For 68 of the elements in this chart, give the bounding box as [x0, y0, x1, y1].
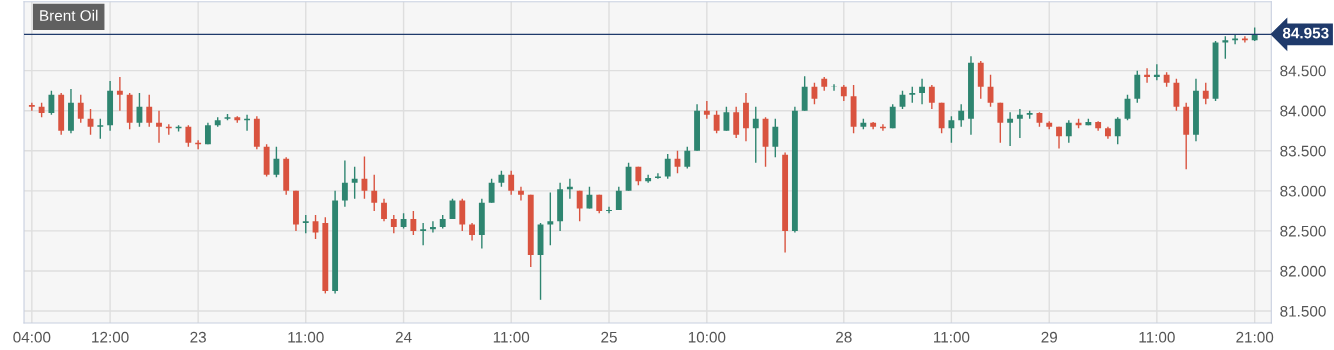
y-tick-label: 83.500 — [1280, 145, 1326, 157]
candlestick — [1222, 35, 1229, 60]
candlestick — [185, 124, 192, 148]
candlestick — [420, 222, 427, 247]
x-tick-label: 11:00 — [288, 331, 324, 343]
candlestick — [302, 214, 309, 235]
candlestick — [1202, 81, 1209, 106]
candlestick — [664, 153, 671, 180]
candlestick — [772, 118, 779, 158]
candlestick — [889, 103, 896, 130]
candlestick — [654, 172, 661, 180]
candlestick — [684, 146, 691, 170]
candlestick — [146, 93, 153, 128]
candlestick — [410, 210, 417, 236]
x-tick-label: 04:00 — [13, 331, 51, 343]
y-tick-label: 84.000 — [1280, 105, 1326, 117]
y-tick-label: 84.500 — [1280, 65, 1326, 77]
y-tick-label: 81.500 — [1280, 305, 1326, 317]
candlestick — [97, 118, 104, 140]
candlestick — [997, 102, 1004, 144]
candlestick — [273, 146, 280, 178]
candlestick — [488, 178, 495, 204]
chart-title: Brent Oil — [40, 9, 98, 21]
candlestick — [713, 110, 720, 134]
candlestick — [606, 206, 612, 214]
x-tick-label: 25 — [601, 331, 617, 343]
candlestick — [928, 84, 935, 110]
candlestick — [723, 106, 730, 132]
candlestick — [508, 170, 515, 196]
candlestick — [958, 103, 965, 128]
y-tick-label: 82.000 — [1280, 265, 1326, 277]
candlestick — [1007, 111, 1014, 147]
candlestick — [645, 174, 652, 184]
x-tick-label: 11:00 — [1139, 331, 1175, 343]
candlestick — [752, 106, 759, 164]
y-tick-label: 82.500 — [1280, 225, 1326, 237]
candlestick — [919, 77, 925, 106]
candlestick — [381, 198, 387, 222]
candlestick — [156, 110, 162, 144]
candlestick — [48, 89, 55, 116]
candlestick — [1016, 108, 1023, 139]
candlestick — [948, 115, 955, 144]
candlestick — [390, 214, 397, 235]
candlestick — [1114, 116, 1121, 146]
x-tick-label: 21:00 — [1236, 331, 1274, 343]
candlestick — [116, 76, 123, 112]
candlestick — [341, 159, 348, 208]
candlestick — [547, 191, 554, 247]
x-tick-label: 12:00 — [92, 331, 129, 343]
candlestick — [371, 174, 378, 212]
candlestick — [576, 190, 583, 222]
candlestick — [703, 100, 710, 120]
candlestick — [733, 106, 740, 139]
ref-line-label: 84.953 — [1282, 27, 1329, 39]
candlestick — [351, 166, 358, 200]
y-tick-label: 83.000 — [1280, 185, 1326, 197]
candlestick — [518, 186, 524, 202]
candlestick — [312, 214, 319, 240]
x-tick-label: 11:00 — [934, 331, 970, 343]
x-tick-label: 24 — [395, 331, 412, 343]
x-tick-label: 11:00 — [493, 331, 530, 343]
x-tick-label: 23 — [190, 331, 206, 343]
candlestick — [28, 102, 35, 112]
candlestick — [1065, 119, 1072, 144]
x-tick-label: 29 — [1041, 331, 1058, 343]
x-tick-label: 10:00 — [688, 331, 726, 343]
x-tick-label: 28 — [836, 331, 852, 343]
candlestick — [77, 93, 84, 124]
